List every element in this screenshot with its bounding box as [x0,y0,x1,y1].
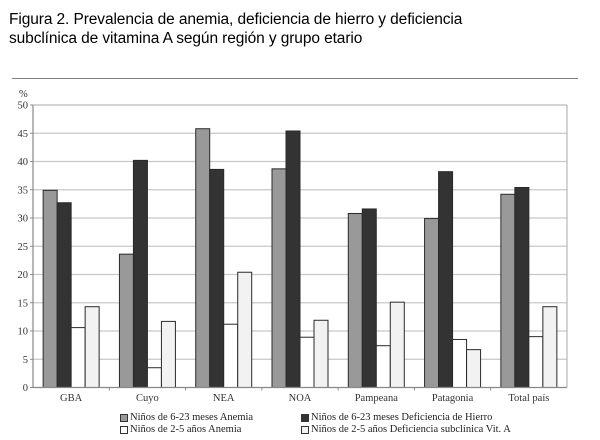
y-tick-labels: 0 5 10 15 20 25 30 35 40 45 50 [18,101,29,395]
bar [528,336,544,388]
bar [452,338,468,389]
bar [466,349,482,388]
figure-title-line-2: subclínica de vitamina A según región y … [9,30,363,47]
bar [299,336,315,388]
bar [70,327,86,388]
figure-title: Figura 2. Prevalencia de anemia, deficie… [9,10,589,48]
x-tick-label: Patagonia [432,393,474,404]
y-tick-label: 5 [23,355,28,366]
x-tick-label: NEA [213,393,235,404]
bar [237,271,253,388]
x-tick-label: Total país [508,393,549,404]
bar [118,253,134,388]
legend-swatch [120,426,128,434]
legend-item-hierro-6-23: Niños de 6-23 meses Deficiencia de Hierr… [301,412,492,424]
bar [438,171,454,388]
bar [271,168,287,388]
y-tick-label: 40 [18,157,29,168]
legend-swatch [120,414,128,422]
bar [375,345,391,389]
bar [514,186,530,388]
bar [347,212,363,388]
figure-title-line-1: Figura 2. Prevalencia de anemia, deficie… [9,11,463,28]
x-tick-label: Cuyo [136,393,159,404]
y-tick-label: 50 [18,101,29,112]
legend-swatch [301,414,309,422]
bar [389,301,405,388]
x-tick-labels: GBA Cuyo NEA NOA Pampeana Patagonia Total país [60,387,549,404]
y-tick-label: 15 [18,298,29,309]
legend-label: Niños de 2-5 años Deficiencia subclínica… [311,424,511,435]
legend-label: Niños de 6-23 meses Deficiencia de Hierr… [311,412,493,423]
legend: Niños de 6-23 meses Anemia Niños de 6-23… [120,412,600,436]
bar [500,193,516,388]
y-tick-label: 20 [18,270,29,281]
bar [42,189,58,388]
bar [132,159,148,388]
bar [84,306,100,388]
bars [42,128,558,389]
legend-item-vita-2-5: Niños de 2-5 años Deficiencia subclínica… [301,424,511,436]
bar [223,323,239,388]
y-tick-label: 10 [18,327,29,338]
bar [285,130,301,389]
x-tick-label: GBA [60,393,83,404]
legend-label: Niños de 2-5 años Anemia [130,424,242,435]
legend-label: Niños de 6-23 meses Anemia [130,412,254,423]
bar [313,319,329,389]
bar [56,202,72,388]
title-separator [12,78,578,79]
x-tick-label: NOA [289,393,312,404]
plot-frame [32,104,568,389]
bar [195,128,211,388]
bar [542,306,558,388]
bar [146,367,162,389]
y-tick-label: 25 [18,242,29,253]
x-tick-label: Pampeana [355,393,398,404]
bar [424,218,440,388]
bar [209,168,225,388]
legend-item-anemia-6-23: Niños de 6-23 meses Anemia [120,412,301,424]
bar [160,320,176,388]
y-tick-label: 0 [23,383,28,394]
legend-swatch [301,426,309,434]
y-axis-label: % [19,89,28,100]
y-tick-label: 30 [18,214,29,225]
y-tick-label: 45 [18,129,29,140]
bar [361,208,377,388]
y-tick-label: 35 [18,185,29,196]
legend-item-anemia-2-5: Niños de 2-5 años Anemia [120,424,301,436]
